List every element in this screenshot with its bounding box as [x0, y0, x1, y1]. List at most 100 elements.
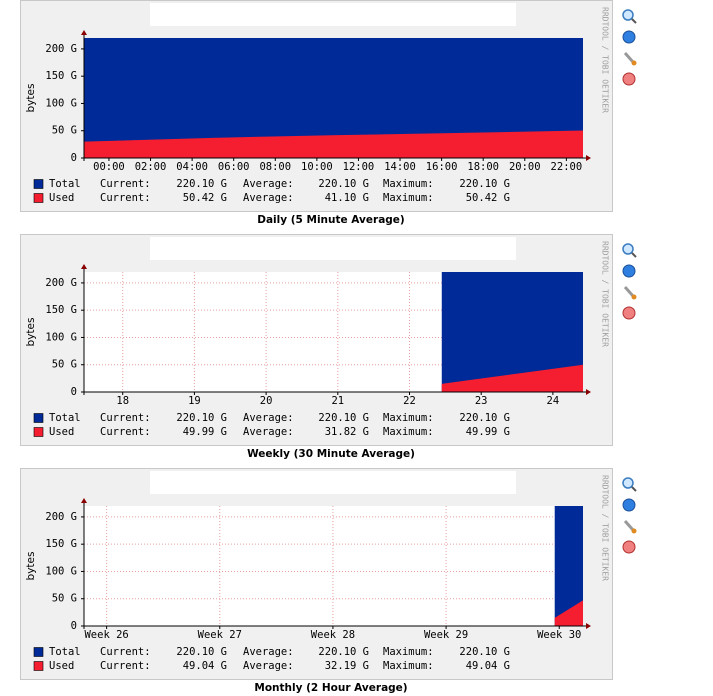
- zoom-icon[interactable]: [622, 477, 637, 492]
- legend-name: Used: [49, 426, 74, 438]
- y-tick-label: 50 G: [52, 359, 77, 371]
- y-tick-label: 0: [71, 386, 77, 398]
- legend-value: 49.04 G: [183, 660, 227, 672]
- legend-field: Current:: [100, 412, 151, 424]
- y-axis-label: bytes: [25, 84, 37, 113]
- zoom-lens: [622, 9, 634, 21]
- export-icon[interactable]: [622, 30, 636, 44]
- x-tick-label: Week 30: [537, 629, 581, 641]
- remove-icon[interactable]: [622, 306, 636, 320]
- legend-field: Maximum:: [383, 192, 434, 204]
- legend-field: Current:: [100, 426, 151, 438]
- legend-value: 220.10 G: [318, 412, 369, 424]
- area: [554, 505, 583, 626]
- legend-name: Total: [49, 412, 81, 424]
- export-icon[interactable]: [622, 498, 636, 512]
- x-axis-arrow: [586, 623, 591, 629]
- y-tick-label: 50 G: [52, 593, 77, 605]
- zoom-icon[interactable]: [622, 9, 637, 24]
- x-tick-label: 23: [475, 395, 488, 407]
- legend-field: Average:: [243, 426, 294, 438]
- legend-swatch: [33, 661, 44, 671]
- legend-field: Current:: [100, 646, 151, 658]
- area: [441, 271, 583, 392]
- wrench-head: [631, 60, 637, 66]
- y-axis-arrow: [81, 264, 87, 269]
- legend-swatch: [33, 179, 44, 189]
- y-axis-arrow: [81, 30, 87, 35]
- legend-name: Total: [49, 646, 81, 658]
- legend-name: Total: [49, 178, 81, 190]
- y-tick-label: 100 G: [45, 565, 77, 577]
- y-tick-label: 100 G: [45, 331, 77, 343]
- legend-swatch: [33, 647, 44, 657]
- x-tick-label: 16:00: [426, 161, 458, 173]
- legend-name: Used: [49, 660, 74, 672]
- x-tick-label: Week 28: [311, 629, 355, 641]
- graph-caption: Weekly (30 Minute Average): [247, 448, 415, 460]
- plot-area: [84, 506, 583, 626]
- y-tick-label: 100 G: [45, 97, 77, 109]
- legend-value: 50.42 G: [466, 192, 510, 204]
- y-tick-label: 0: [71, 152, 77, 164]
- legend-field: Average:: [243, 192, 294, 204]
- area: [84, 37, 583, 159]
- y-tick-label: 150 G: [45, 70, 77, 82]
- x-tick-label: 18:00: [467, 161, 499, 173]
- legend-field: Current:: [100, 178, 151, 190]
- y-tick-label: 200 G: [45, 43, 77, 55]
- title-box: [150, 3, 516, 26]
- area: [84, 130, 583, 158]
- legend-value: 41.10 G: [325, 192, 369, 204]
- graph-caption: Daily (5 Minute Average): [257, 214, 404, 226]
- legend-value: 32.19 G: [325, 660, 369, 672]
- y-axis-label: bytes: [25, 318, 37, 347]
- legend-field: Maximum:: [383, 660, 434, 672]
- legend-value: 220.10 G: [459, 412, 510, 424]
- area: [441, 364, 583, 392]
- legend-swatch: [33, 193, 44, 203]
- x-tick-label: 14:00: [384, 161, 416, 173]
- watermark: RRDTOOL / TOBI OETIKER: [601, 7, 610, 113]
- settings-icon[interactable]: [623, 520, 637, 534]
- x-tick-label: 24: [547, 395, 560, 407]
- x-tick-label: 20:00: [509, 161, 541, 173]
- x-axis-arrow: [586, 389, 591, 395]
- graph-caption: Monthly (2 Hour Average): [254, 682, 407, 694]
- legend-value: 50.42 G: [183, 192, 227, 204]
- legend-value: 31.82 G: [325, 426, 369, 438]
- legend-name: Used: [49, 192, 74, 204]
- zoom-icon[interactable]: [622, 243, 637, 258]
- legend-field: Average:: [243, 660, 294, 672]
- legend-swatch: [33, 413, 44, 423]
- legend-field: Average:: [243, 646, 294, 658]
- legend-value: 220.10 G: [459, 646, 510, 658]
- x-tick-label: 18: [116, 395, 129, 407]
- legend-value: 49.99 G: [183, 426, 227, 438]
- legend-field: Maximum:: [383, 412, 434, 424]
- legend-value: 220.10 G: [176, 646, 227, 658]
- legend-value: 49.99 G: [466, 426, 510, 438]
- settings-icon[interactable]: [623, 52, 637, 66]
- title-box: [150, 237, 516, 260]
- x-tick-label: 10:00: [301, 161, 333, 173]
- settings-icon[interactable]: [623, 286, 637, 300]
- watermark: RRDTOOL / TOBI OETIKER: [601, 475, 610, 581]
- export-icon[interactable]: [622, 264, 636, 278]
- x-tick-label: 19: [188, 395, 201, 407]
- x-tick-label: 12:00: [343, 161, 375, 173]
- wrench: [623, 520, 635, 531]
- legend-field: Maximum:: [383, 646, 434, 658]
- x-tick-label: 04:00: [176, 161, 208, 173]
- x-tick-label: Week 26: [84, 629, 128, 641]
- remove-icon[interactable]: [622, 72, 636, 86]
- wrench: [623, 52, 635, 63]
- legend-value: 220.10 G: [318, 646, 369, 658]
- remove-icon[interactable]: [622, 540, 636, 554]
- legend-value: 220.10 G: [176, 412, 227, 424]
- zoom-handle: [631, 252, 637, 258]
- y-axis-label: bytes: [25, 552, 37, 581]
- x-tick-label: 02:00: [135, 161, 167, 173]
- area: [554, 600, 583, 626]
